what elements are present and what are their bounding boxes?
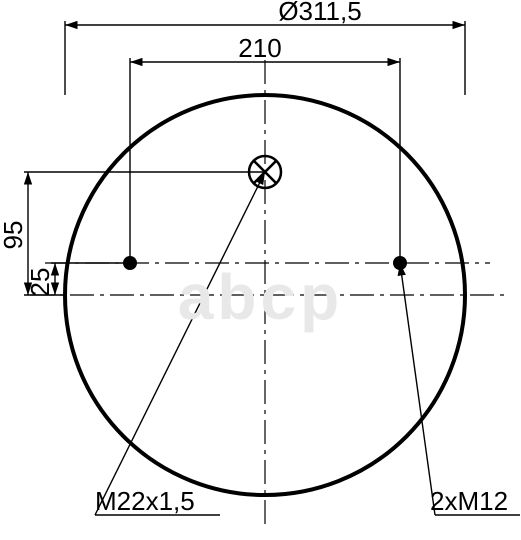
dim-text-25: 25 [25,268,55,297]
label-m12: 2xM12 [430,486,508,516]
dim-text-210: 210 [238,33,281,63]
dim-text-diameter: Ø311,5 [278,0,361,26]
technical-drawing: Ø311,5 210 95 25 M22x1,5 2xM12 [0,0,521,540]
label-m22: M22x1,5 [95,486,195,516]
leader-m12 [400,263,435,515]
dim-text-95: 95 [0,221,28,250]
leader-m22 [95,172,265,515]
